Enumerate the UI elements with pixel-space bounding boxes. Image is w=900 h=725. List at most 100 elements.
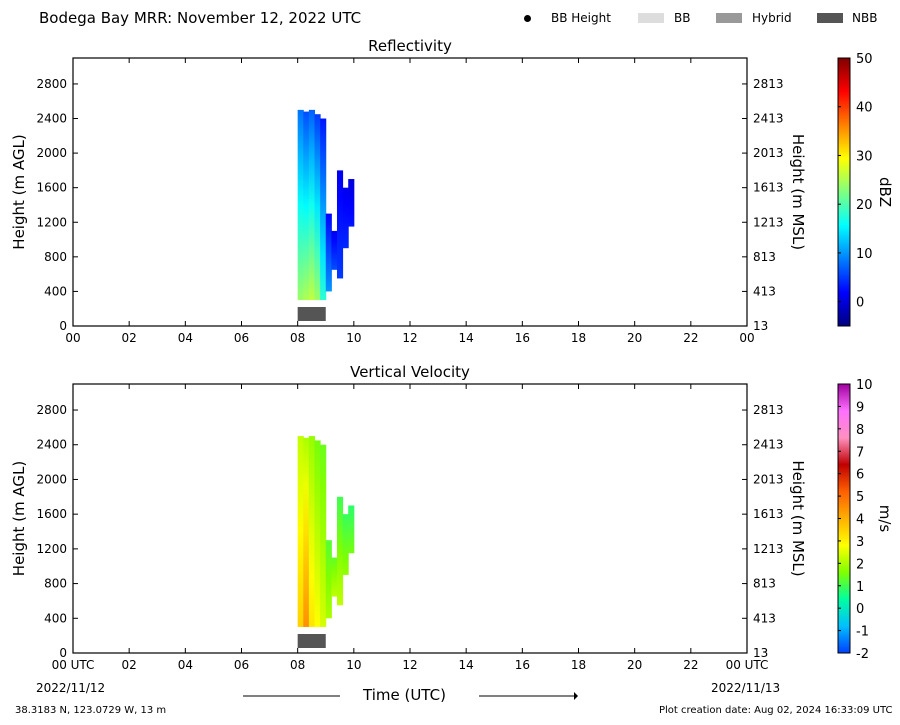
y-tick-label: 1200	[36, 542, 67, 556]
y-axis-label-right: Height (m MSL)	[789, 460, 807, 576]
colorbar-tick-label: 1	[856, 580, 864, 595]
colorbar-tick-label: -1	[856, 625, 869, 640]
x-tick-label: 00 UTC	[52, 658, 95, 672]
x-tick-label: 20	[627, 658, 642, 672]
colorbar-tick-label: 0	[856, 296, 864, 311]
data-column	[303, 111, 310, 301]
colorbar-tick-label: 3	[856, 535, 864, 550]
station-location: 38.3183 N, 123.0729 W, 13 m	[15, 705, 167, 716]
data-column	[336, 496, 344, 606]
data-column	[325, 540, 332, 619]
x-tick-label: 08	[290, 658, 305, 672]
x-tick-label: 04	[178, 331, 193, 345]
y-axis-label: Height (m AGL)	[10, 461, 28, 576]
y-tick-label: 2400	[36, 438, 67, 452]
colorbar-tick-label: 40	[856, 101, 873, 116]
x-tick-label: 22	[683, 658, 698, 672]
y-right-tick-label: 413	[753, 611, 776, 625]
y-right-tick-label: 813	[753, 250, 776, 264]
data-column	[320, 444, 327, 627]
y-tick-label: 2000	[36, 472, 67, 486]
legend-label-bb-height: BB Height	[551, 11, 611, 25]
y-right-tick-label: 413	[753, 284, 776, 298]
x-axis-label: Time (UTC)	[363, 686, 446, 704]
date-start: 2022/11/12	[36, 681, 106, 695]
colorbar-tick-label: 30	[856, 149, 873, 164]
bright-band-block	[297, 634, 326, 648]
bright-band-block	[297, 307, 326, 321]
data-column	[303, 437, 310, 627]
data-column	[331, 557, 338, 597]
data-column	[308, 436, 316, 627]
data-column	[325, 213, 332, 292]
y-right-tick-label: 13	[753, 646, 768, 660]
data-column	[331, 230, 338, 270]
y-tick-label: 2400	[36, 112, 67, 126]
y-right-tick-label: 13	[753, 319, 768, 333]
y-tick-label: 2800	[36, 403, 67, 417]
x-tick-label: 02	[122, 331, 137, 345]
y-right-tick-label: 1213	[753, 542, 784, 556]
y-right-tick-label: 2413	[753, 438, 784, 452]
colorbar-tick-label: 6	[856, 468, 864, 483]
data-column	[320, 118, 327, 301]
colorbar	[837, 57, 851, 327]
x-tick-label: 18	[571, 658, 586, 672]
colorbar-tick-label: 8	[856, 423, 864, 438]
y-tick-label: 0	[59, 646, 67, 660]
panel-title: Reflectivity	[368, 37, 452, 55]
x-tick-label: 04	[178, 658, 193, 672]
x-tick-label: 14	[459, 331, 474, 345]
y-right-tick-label: 2013	[753, 472, 784, 486]
y-tick-label: 1600	[36, 507, 67, 521]
data-column	[297, 109, 304, 301]
colorbar-tick-label: 10	[856, 378, 873, 393]
x-tick-label: 12	[402, 658, 417, 672]
legend-swatch-bb	[638, 13, 664, 23]
y-right-tick-label: 2013	[753, 146, 784, 160]
data-column	[342, 187, 349, 249]
colorbar-tick-label: 9	[856, 400, 864, 415]
y-right-tick-label: 1213	[753, 215, 784, 229]
colorbar-tick-label: 2	[856, 557, 864, 572]
y-tick-label: 400	[44, 284, 67, 298]
chart-title: Bodega Bay MRR: November 12, 2022 UTC	[39, 9, 362, 27]
data-column	[348, 179, 355, 227]
x-tick-label: 10	[346, 658, 361, 672]
data-column	[348, 505, 355, 554]
colorbar-tick-label: 7	[856, 445, 864, 460]
x-tick-label: 16	[515, 331, 530, 345]
colorbar-label: m/s	[876, 505, 894, 533]
colorbar-tick-label: 4	[856, 513, 864, 528]
x-tick-label: 18	[571, 331, 586, 345]
x-tick-label: 22	[683, 331, 698, 345]
colorbar-tick-label: -2	[856, 647, 869, 662]
y-tick-label: 2800	[36, 77, 67, 91]
x-tick-label: 10	[346, 331, 361, 345]
date-end: 2022/11/13	[711, 681, 781, 695]
x-tick-label: 00	[65, 331, 80, 345]
x-tick-label: 00	[739, 331, 754, 345]
x-tick-label: 00 UTC	[726, 658, 769, 672]
x-tick-label: 02	[122, 658, 137, 672]
y-tick-label: 800	[44, 250, 67, 264]
plot-frame	[72, 383, 748, 654]
data-column	[297, 436, 304, 627]
colorbar-tick-label: 0	[856, 602, 864, 617]
legend-label-bb: BB	[674, 11, 691, 25]
x-tick-label: 12	[402, 331, 417, 345]
colorbar-tick-label: 5	[856, 490, 864, 505]
plot-frame	[72, 57, 748, 327]
legend-label-nbb: NBB	[852, 11, 878, 25]
y-right-tick-label: 1613	[753, 181, 784, 195]
x-tick-label: 06	[234, 658, 249, 672]
data-column	[314, 440, 321, 627]
colorbar-tick-label: 50	[856, 52, 873, 67]
legend-swatch-nbb	[817, 13, 843, 23]
data-column	[314, 114, 321, 301]
time-arrow	[243, 692, 578, 700]
colorbar-tick-label: 20	[856, 198, 873, 213]
y-axis-label: Height (m AGL)	[10, 134, 28, 249]
y-tick-label: 800	[44, 577, 67, 591]
